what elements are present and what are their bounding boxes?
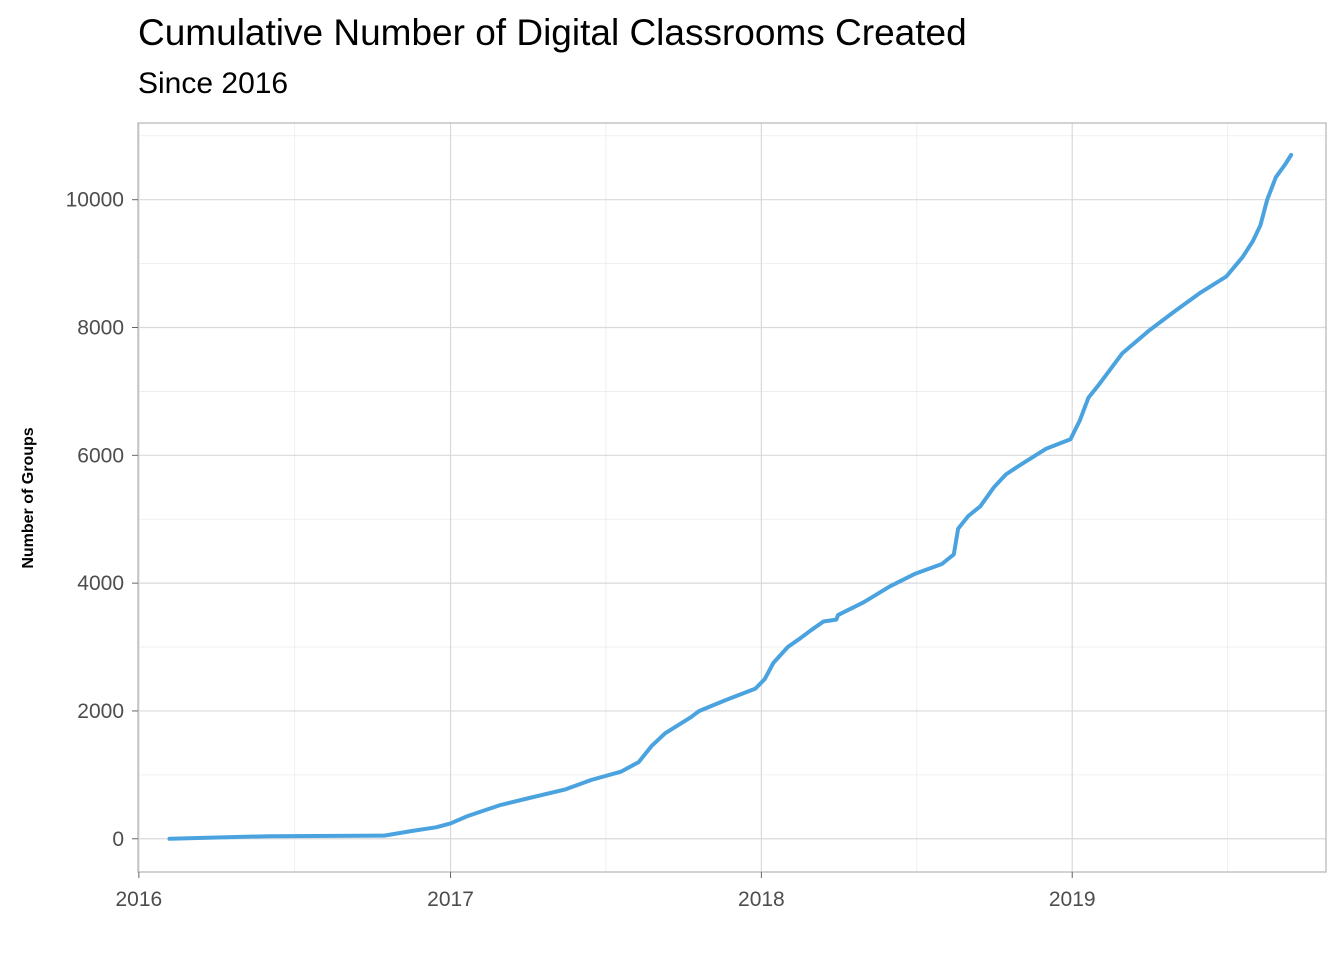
y-tick-label: 8000 [77, 317, 124, 340]
x-tick-label: 2018 [738, 888, 785, 911]
chart-title: Cumulative Number of Digital Classrooms … [138, 12, 967, 53]
x-tick-label: 2016 [115, 888, 162, 911]
y-tick-label: 6000 [77, 444, 124, 467]
y-axis-label: Number of Groups [20, 427, 37, 568]
major-gridlines [138, 123, 1326, 872]
series-layer [167, 153, 1294, 841]
y-tick-label: 10000 [66, 189, 124, 212]
plot-panel-border [137, 122, 1327, 873]
y-tick-label: 2000 [77, 700, 124, 723]
x-axis-ticks: 2016 2017 2018 2019 [115, 872, 1096, 911]
y-axis-ticks: 0 2000 4000 6000 8000 10000 [66, 189, 138, 851]
y-tick-label: 4000 [77, 572, 124, 595]
y-tick-label: 0 [112, 828, 124, 851]
chart-subtitle: Since 2016 [138, 67, 289, 100]
x-tick-label: 2017 [427, 888, 474, 911]
x-tick-label: 2019 [1049, 888, 1096, 911]
series-line [167, 153, 1294, 841]
minor-gridlines [138, 123, 1326, 872]
